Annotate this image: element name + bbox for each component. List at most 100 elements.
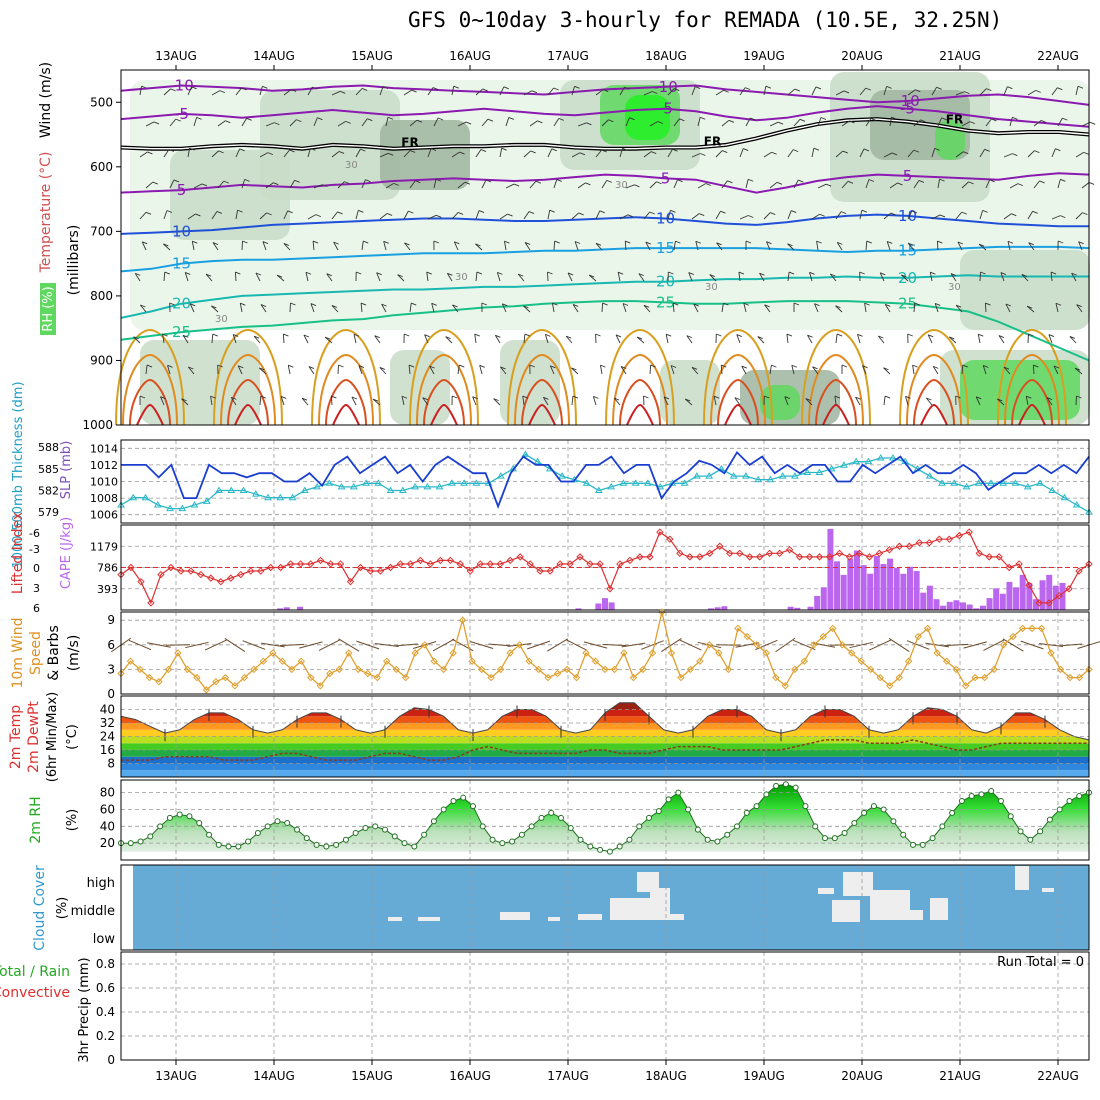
wind-barb bbox=[529, 180, 537, 189]
temp2m-tick-label: 40 bbox=[100, 703, 115, 717]
wind-barb bbox=[239, 303, 243, 313]
wind-barb-flag bbox=[1026, 305, 1033, 309]
wind-barb bbox=[814, 303, 819, 313]
wind10m-barb bbox=[470, 641, 494, 649]
wind10m-marker bbox=[553, 669, 562, 678]
cape-bar bbox=[787, 606, 794, 610]
wind-barb-flag bbox=[991, 118, 997, 122]
wind-barb-flag bbox=[170, 88, 176, 92]
wind-barb-flag bbox=[262, 85, 268, 89]
wind10m-marker bbox=[288, 665, 296, 674]
wind-barb bbox=[303, 334, 309, 344]
wind-barb bbox=[743, 303, 747, 313]
wind-barb bbox=[715, 210, 721, 220]
wind-barb-flag bbox=[287, 210, 293, 214]
wind-barb-flag bbox=[1012, 153, 1018, 157]
wind-barb bbox=[549, 365, 555, 375]
wind-barb-flag bbox=[723, 302, 729, 306]
wind-barb bbox=[601, 119, 609, 127]
lifted-index-marker bbox=[636, 553, 644, 561]
wind10m-marker bbox=[734, 624, 742, 633]
rh2m-marker bbox=[196, 819, 203, 826]
surface-isotherm bbox=[409, 328, 479, 426]
cloud-block bbox=[610, 898, 670, 920]
wind-barb-flag bbox=[340, 90, 346, 94]
wind-barb bbox=[617, 272, 621, 282]
lifted-index-marker bbox=[326, 560, 335, 568]
rh2m-axis-label-2: (%) bbox=[65, 809, 80, 832]
rh2m-marker bbox=[528, 823, 535, 830]
wind-barb-flag bbox=[836, 333, 843, 337]
bottom-date-label: 13AUG bbox=[155, 1069, 197, 1083]
wind10m-axis-label-2: Speed bbox=[28, 631, 44, 675]
wind-barb-flag bbox=[776, 181, 783, 185]
wind-barb bbox=[505, 183, 515, 189]
rh2m-marker bbox=[225, 843, 232, 850]
wind10m-marker bbox=[1066, 673, 1074, 682]
thickness-marker bbox=[227, 486, 236, 494]
wind-barb-flag bbox=[720, 210, 726, 214]
wind-barb bbox=[741, 365, 747, 375]
wind-barb-flag bbox=[1071, 272, 1077, 276]
wind-barb-flag bbox=[1028, 333, 1034, 337]
wind-barb-flag bbox=[338, 151, 345, 154]
wind10m-marker bbox=[364, 669, 372, 678]
wind-barb-flag bbox=[1011, 213, 1017, 217]
rh2m-marker bbox=[978, 791, 985, 798]
cape-tick-label: 1179 bbox=[90, 540, 118, 553]
wind-barb-flag bbox=[344, 181, 350, 185]
wind-barb bbox=[1032, 364, 1035, 375]
wind-barb-flag bbox=[624, 86, 630, 90]
wind-barb bbox=[955, 211, 963, 220]
wind-barb bbox=[553, 118, 560, 127]
wind-barb bbox=[408, 365, 411, 375]
wind-barb bbox=[187, 86, 193, 96]
wind10m-marker bbox=[534, 665, 543, 674]
wind-barb bbox=[211, 305, 219, 313]
wind-barb-flag bbox=[766, 241, 772, 245]
wind-barb bbox=[713, 396, 717, 406]
wind-barb bbox=[934, 303, 939, 313]
lifted-index-marker bbox=[476, 560, 484, 568]
wind-barb bbox=[409, 303, 412, 313]
wind10m-marker bbox=[1028, 624, 1036, 633]
wind-barb-flag bbox=[834, 395, 841, 399]
cape-bar bbox=[820, 587, 827, 610]
wind-barb-flag bbox=[941, 117, 947, 121]
wind-barb bbox=[595, 149, 603, 158]
wind-barb-flag bbox=[1050, 271, 1057, 275]
wind-barb-flag bbox=[358, 209, 364, 213]
upper-air-frame bbox=[120, 69, 1090, 426]
lifted-index-marker bbox=[157, 570, 165, 579]
wind-barb-flag bbox=[426, 271, 432, 275]
wind-barb bbox=[160, 396, 165, 406]
wind-barb-flag bbox=[957, 241, 964, 245]
wind-barb-flag bbox=[1060, 178, 1066, 182]
wind-barb bbox=[409, 180, 416, 189]
surface-isotherm bbox=[717, 378, 759, 426]
wind-barb bbox=[1003, 213, 1012, 220]
lifted-index-marker bbox=[845, 553, 854, 561]
wind-barb bbox=[643, 151, 652, 158]
wind-barb bbox=[979, 210, 984, 220]
isotherm-line bbox=[120, 105, 1090, 128]
lifted-index-marker bbox=[755, 553, 764, 561]
lifted-index-marker bbox=[506, 556, 514, 565]
wind-barb-flag bbox=[870, 118, 877, 121]
wind10m-marker bbox=[895, 673, 903, 682]
wind-barb-flag bbox=[784, 396, 790, 400]
wind-barb-flag bbox=[572, 395, 579, 399]
lifted-index-marker bbox=[187, 567, 195, 575]
wind-barb bbox=[259, 395, 262, 406]
isotherm-label: -5 bbox=[900, 100, 915, 118]
wind-barb-flag bbox=[459, 364, 465, 368]
rh2m-marker bbox=[450, 798, 457, 805]
lifted-index-marker bbox=[726, 549, 734, 558]
wind-barb-flag bbox=[379, 367, 386, 370]
wind-barb bbox=[553, 240, 556, 251]
wind-barb-flag bbox=[964, 91, 970, 95]
rh2m-marker bbox=[372, 823, 379, 830]
rh2m-marker bbox=[284, 819, 291, 826]
wind-barb-flag bbox=[672, 148, 678, 152]
wind-barb bbox=[189, 303, 195, 313]
